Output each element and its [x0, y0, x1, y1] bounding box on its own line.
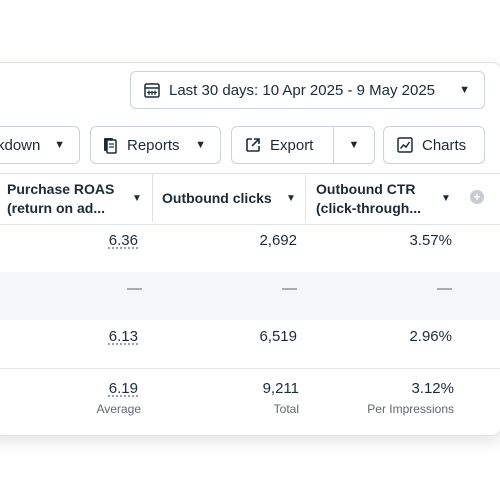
export-icon — [244, 136, 262, 154]
export-dropdown-button[interactable]: ▼ — [334, 127, 374, 163]
total-outbound-ctr: 3.12% — [411, 380, 454, 397]
row-divider — [0, 368, 500, 369]
charts-button[interactable]: Charts — [383, 126, 485, 164]
column-header-outbound-ctr[interactable]: Outbound CTR (click-through... — [316, 180, 421, 218]
total-outbound-clicks: 9,211 — [262, 380, 299, 397]
sort-caret-icon[interactable]: ▼ — [132, 193, 142, 204]
export-button[interactable]: Export — [232, 127, 334, 163]
cell-outbound-clicks: 2,692 — [259, 232, 297, 249]
reports-icon — [101, 136, 119, 154]
chevron-down-icon: ▼ — [54, 139, 65, 151]
sort-caret-icon[interactable]: ▼ — [286, 193, 296, 204]
export-button-group: Export ▼ — [231, 126, 375, 164]
total-roas[interactable]: 6.19 — [108, 380, 138, 397]
chevron-down-icon: ▼ — [348, 139, 360, 151]
chevron-down-icon: ▼ — [459, 84, 470, 96]
cell-outbound-ctr: 2.96% — [409, 328, 452, 345]
cell-roas: — — [127, 280, 142, 297]
cell-outbound-ctr: — — [437, 280, 452, 297]
chart-icon — [396, 136, 414, 154]
reports-button[interactable]: Reports ▼ — [90, 126, 221, 164]
column-header-outbound-clicks[interactable]: Outbound clicks — [162, 189, 272, 208]
calendar-icon — [143, 81, 161, 99]
reports-label: Reports — [127, 136, 180, 154]
column-divider — [152, 174, 153, 222]
cell-roas[interactable]: 6.36 — [108, 232, 138, 249]
export-label: Export — [270, 136, 314, 154]
date-range-label: Last 30 days: 10 Apr 2025 - 9 May 2025 — [169, 81, 436, 99]
table-row — [0, 272, 500, 320]
total-outbound-ctr-label: Per Impressions — [367, 402, 454, 416]
breakdown-button[interactable]: kdown ▼ — [0, 126, 80, 164]
column-header-line: (return on ad... — [7, 200, 105, 216]
column-divider — [305, 174, 306, 222]
chevron-down-icon: ▼ — [195, 139, 206, 151]
report-panel — [0, 62, 500, 436]
plus-icon[interactable]: + — [470, 190, 484, 204]
column-header-line: Purchase ROAS — [7, 181, 115, 197]
charts-label: Charts — [422, 136, 467, 154]
cell-outbound-ctr: 3.57% — [409, 232, 452, 249]
total-outbound-clicks-label: Total — [273, 402, 299, 416]
total-roas-label: Average — [96, 402, 141, 416]
column-header-line: Outbound CTR — [316, 181, 416, 197]
table-header — [0, 173, 500, 225]
cell-roas[interactable]: 6.13 — [108, 328, 138, 345]
breakdown-label: kdown — [0, 136, 41, 154]
column-header-purchase-roas[interactable]: Purchase ROAS (return on ad... — [7, 180, 114, 218]
cell-outbound-clicks: 6,519 — [259, 328, 297, 345]
column-header-line: Outbound clicks — [162, 190, 272, 206]
cell-outbound-clicks: — — [282, 280, 297, 297]
date-range-button[interactable]: Last 30 days: 10 Apr 2025 - 9 May 2025 ▼ — [130, 71, 485, 109]
column-header-line: (click-through... — [316, 200, 421, 216]
sort-caret-icon[interactable]: ▼ — [441, 193, 451, 204]
